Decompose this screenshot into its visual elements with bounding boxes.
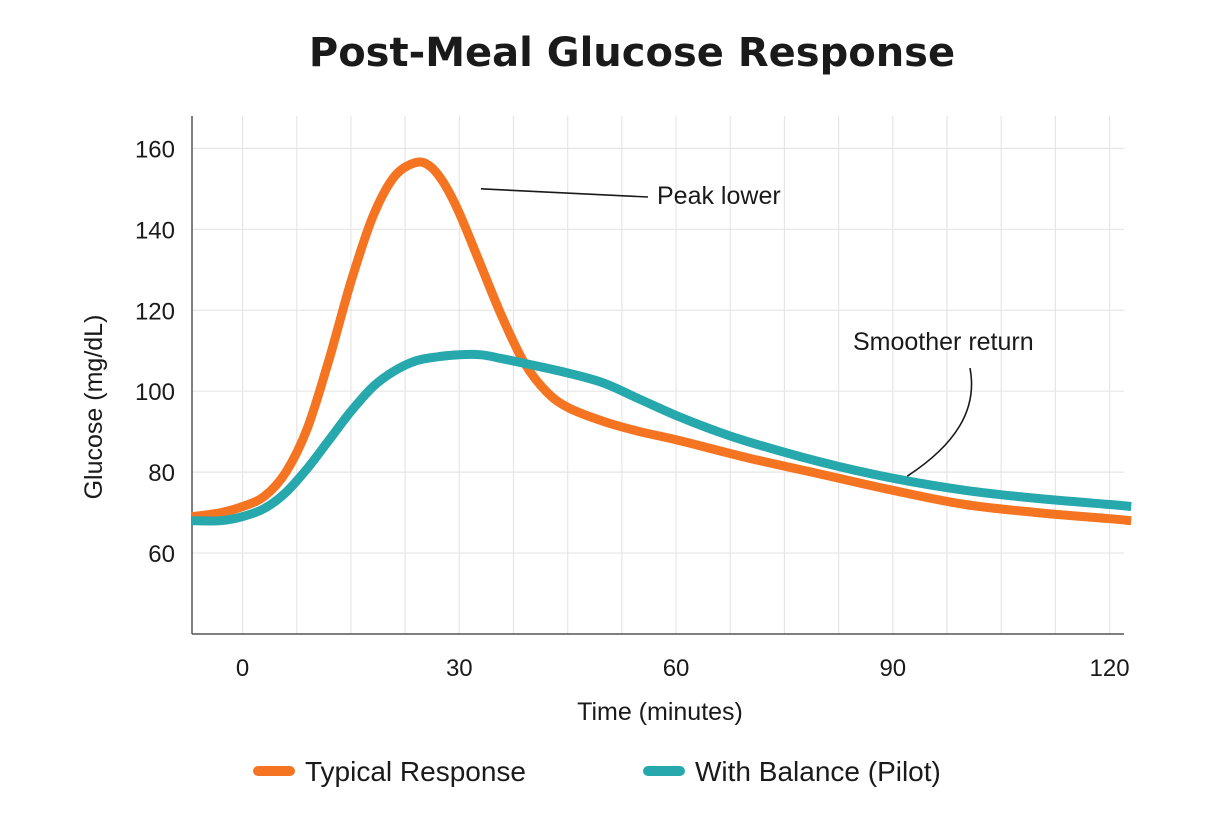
legend: Typical Response With Balance (Pilot) [253, 756, 941, 787]
legend-label: Typical Response [305, 756, 526, 787]
y-tick-label: 160 [135, 136, 175, 163]
y-axis-label: Glucose (mg/dL) [80, 315, 108, 500]
annotation-peak-lower: Peak lower [657, 182, 781, 210]
chart-title: Post-Meal Glucose Response [309, 30, 955, 76]
series-line-with-balance [191, 349, 1132, 526]
annotations: Peak lower Smoother return [480, 182, 1034, 477]
legend-label: With Balance (Pilot) [695, 756, 941, 787]
x-tick-label: 30 [446, 655, 473, 682]
axes [191, 116, 1124, 635]
annotation-leader-smoother [906, 367, 973, 477]
x-tick-label: 90 [879, 655, 906, 682]
y-tick-label: 100 [135, 379, 175, 406]
series-lines [191, 157, 1132, 526]
x-axis-label: Time (minutes) [577, 698, 743, 726]
x-tick-label: 120 [1090, 655, 1130, 682]
y-tick-labels: 60 80 100 120 140 160 [135, 136, 175, 568]
annotation-smoother-return: Smoother return [853, 328, 1034, 356]
grid-lines [192, 116, 1124, 634]
x-tick-labels: 0 30 60 90 120 [236, 655, 1130, 682]
series-line-typical-response [191, 157, 1132, 526]
x-tick-label: 60 [663, 655, 690, 682]
y-tick-label: 120 [135, 298, 175, 325]
y-tick-label: 80 [148, 460, 175, 487]
y-tick-label: 140 [135, 217, 175, 244]
annotation-leader-peak [480, 188, 649, 198]
y-tick-label: 60 [148, 541, 175, 568]
x-tick-label: 0 [236, 655, 249, 682]
